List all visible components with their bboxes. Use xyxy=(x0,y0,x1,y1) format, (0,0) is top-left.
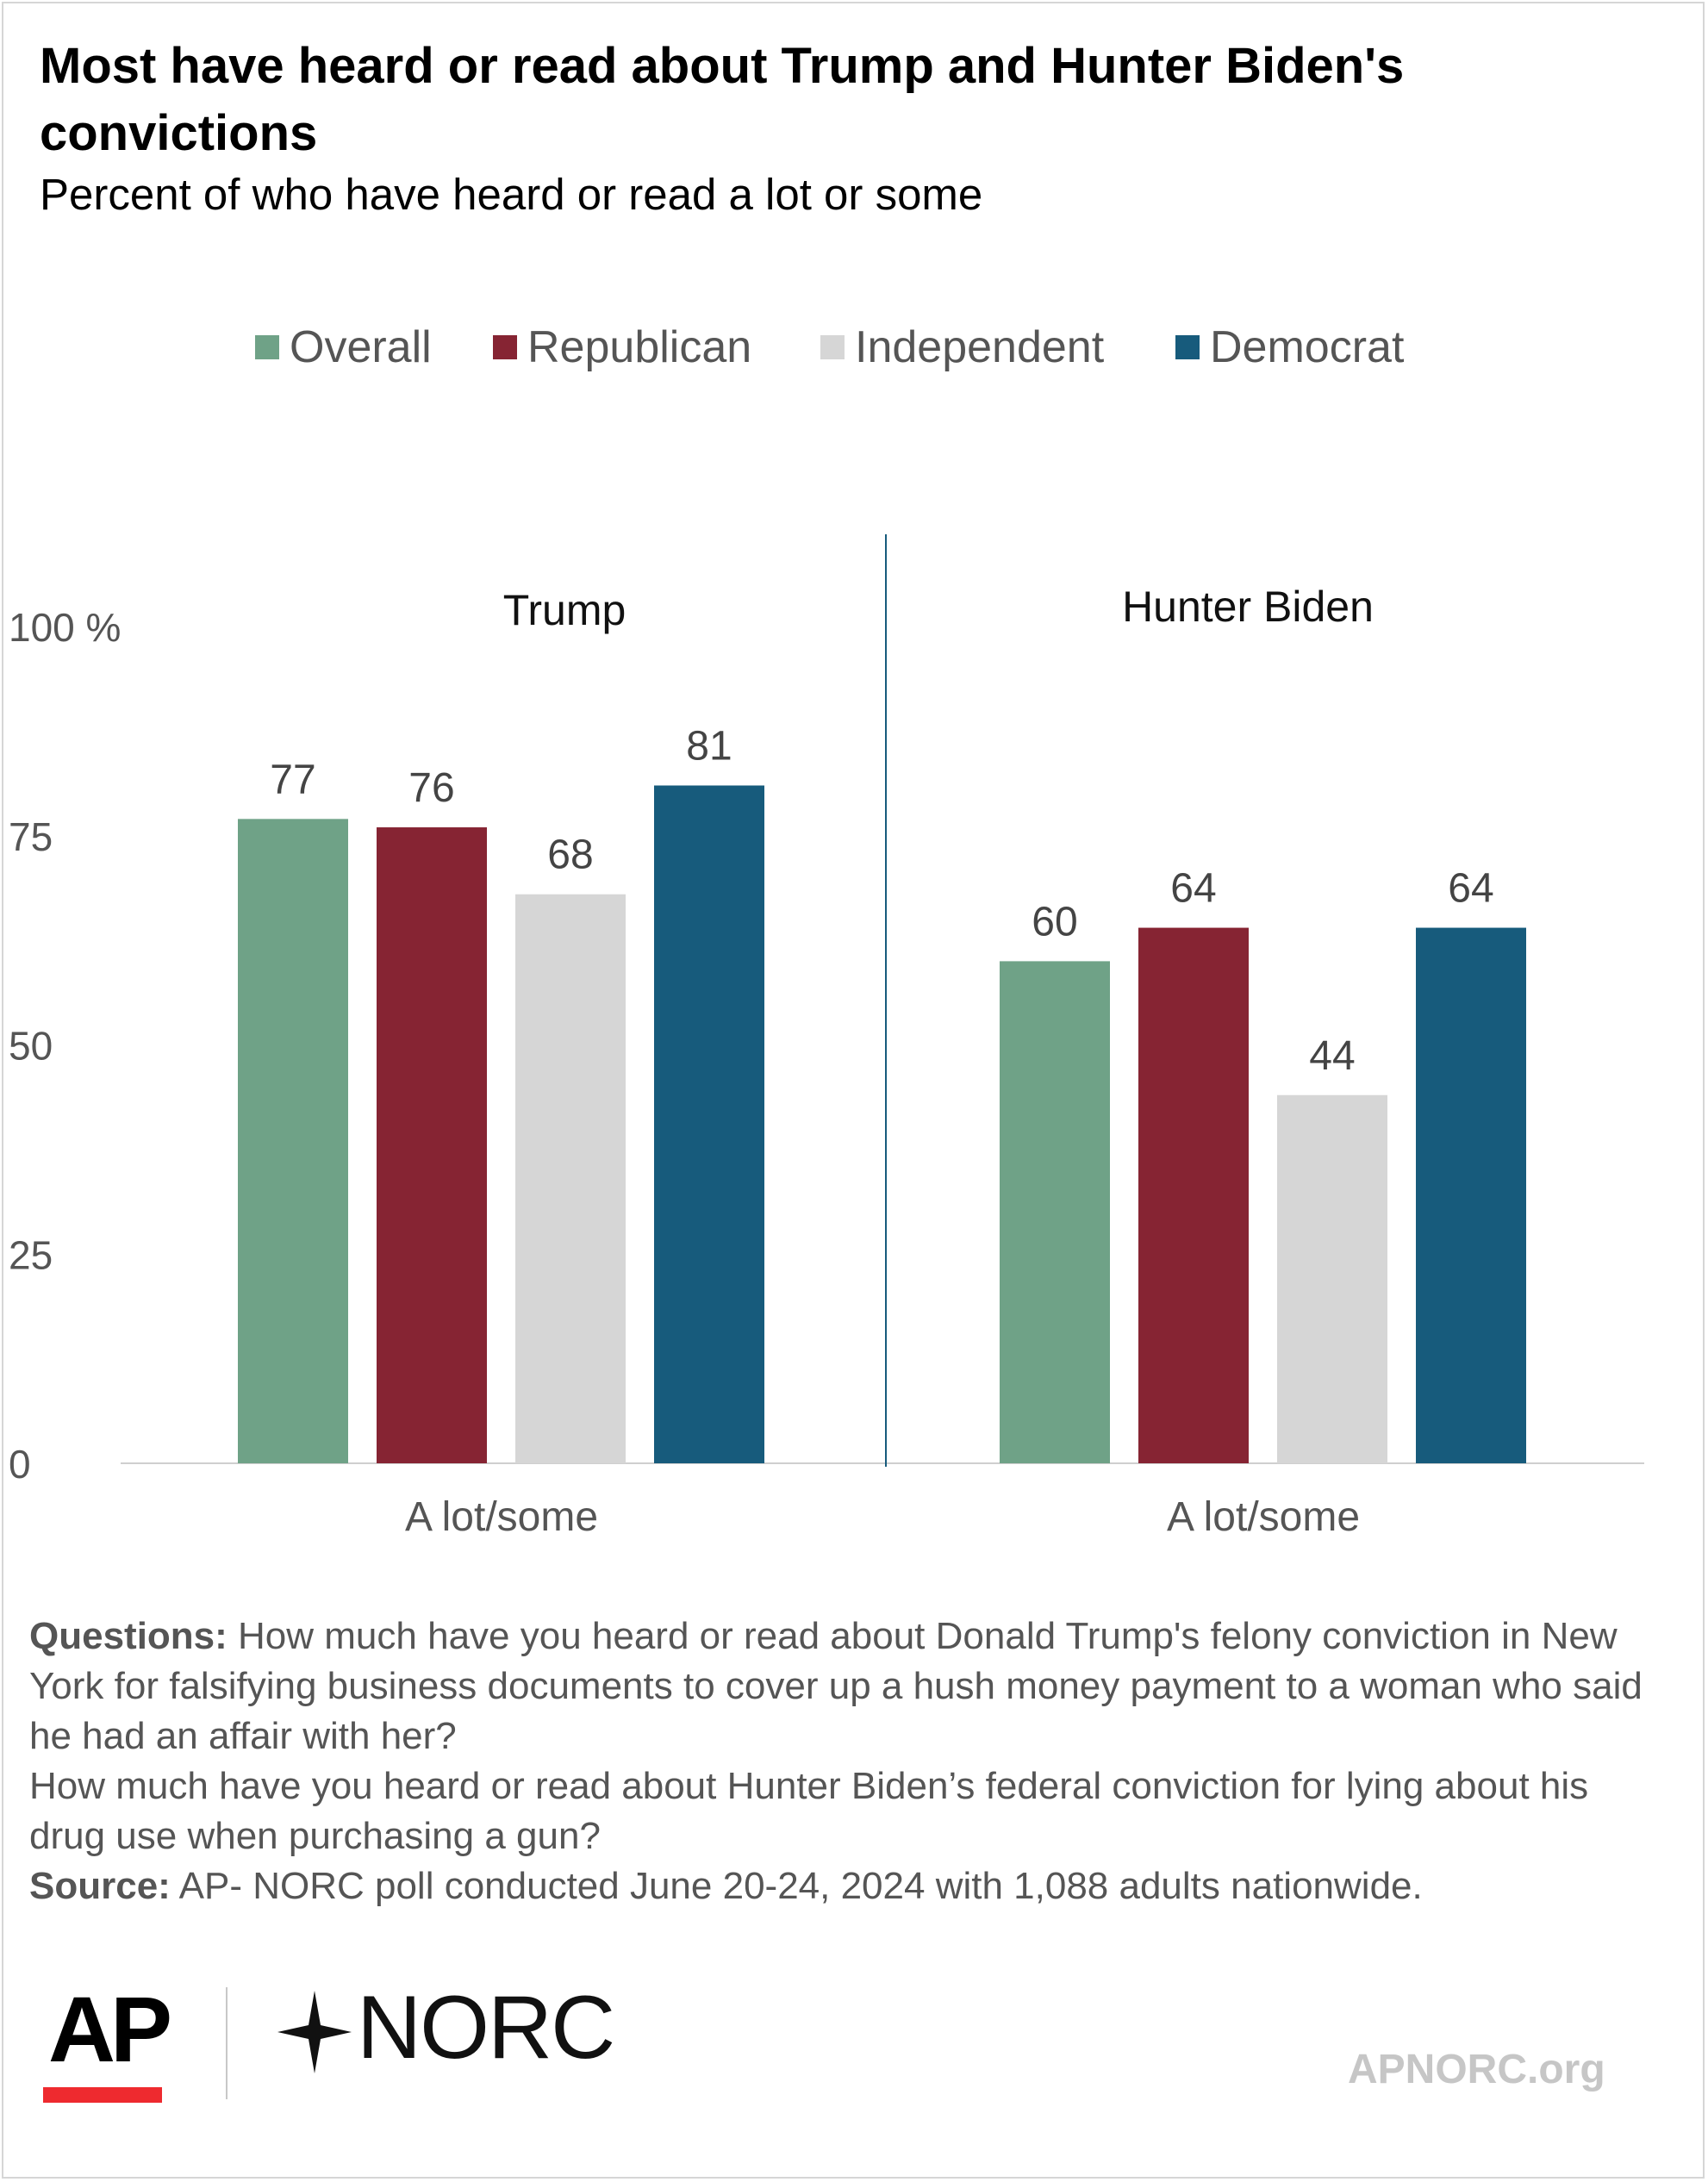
data-label: 76 xyxy=(408,765,454,811)
y-tick-label: 50 xyxy=(9,1024,53,1069)
question-1-text: How much have you heard or read about Do… xyxy=(29,1615,1643,1757)
legend-item-republican: Republican xyxy=(493,317,751,377)
legend-item-independent: Independent xyxy=(820,317,1104,377)
source-text: AP- NORC poll conducted June 20-24, 2024… xyxy=(178,1865,1423,1907)
data-label: 64 xyxy=(1170,866,1216,912)
chart-subtitle: Percent of who have heard or read a lot … xyxy=(40,170,983,219)
panel-title: Hunter Biden xyxy=(1122,583,1374,631)
question-2-text: How much have you heard or read about Hu… xyxy=(29,1765,1589,1857)
x-category-label: A lot/some xyxy=(1167,1494,1360,1540)
bar xyxy=(654,785,764,1463)
data-label: 60 xyxy=(1032,899,1077,944)
data-label: 68 xyxy=(547,832,593,878)
bar xyxy=(1138,927,1249,1463)
bar xyxy=(1416,927,1526,1463)
legend-swatch-republican xyxy=(493,335,517,359)
data-label: 81 xyxy=(686,723,732,769)
norc-star-icon xyxy=(277,1991,352,2073)
source-label: Source: xyxy=(29,1865,171,1907)
legend-swatch-democrat xyxy=(1175,335,1200,359)
bar xyxy=(238,819,348,1463)
x-category-label: A lot/some xyxy=(405,1494,598,1540)
data-label: 77 xyxy=(270,757,315,802)
legend-label-overall: Overall xyxy=(290,322,432,372)
logo-divider xyxy=(226,1987,228,2099)
chart-plot: 0 25 50 75 100 % Trump 77 76 68 81 A lot/some Hunte… xyxy=(9,534,1644,1540)
legend-swatch-overall xyxy=(255,335,279,359)
y-tick-label: 75 xyxy=(9,814,53,859)
legend-label-independent: Independent xyxy=(855,322,1105,372)
norc-logo: NORC xyxy=(357,1978,615,2078)
legend-item-overall: Overall xyxy=(255,317,432,377)
chart-title: Most have heard or read about Trump and … xyxy=(40,38,1405,161)
panel-title: Trump xyxy=(503,586,626,634)
y-tick-label: 100 % xyxy=(9,605,121,650)
legend-label-democrat: Democrat xyxy=(1210,322,1405,372)
ap-logo-underline xyxy=(43,2087,162,2103)
chart-notes: Questions: How much have you heard or re… xyxy=(29,1612,1667,1911)
site-url: APNORC.org xyxy=(1348,2047,1605,2092)
bar xyxy=(377,827,487,1463)
bar xyxy=(515,894,626,1463)
question-2-note: How much have you heard or read about Hu… xyxy=(29,1761,1667,1861)
legend-label-republican: Republican xyxy=(527,322,752,372)
data-label: 64 xyxy=(1448,866,1493,912)
legend-item-democrat: Democrat xyxy=(1175,317,1404,377)
source-note: Source: AP- NORC poll conducted June 20-… xyxy=(29,1861,1667,1911)
questions-label: Questions: xyxy=(29,1615,228,1657)
ap-logo: AP xyxy=(48,1977,172,2081)
y-tick-label: 0 xyxy=(9,1442,31,1487)
legend: Overall Republican Independent Democrat xyxy=(0,317,1708,377)
legend-swatch-independent xyxy=(820,335,845,359)
y-tick-label: 25 xyxy=(9,1232,53,1277)
data-label: 44 xyxy=(1309,1033,1355,1079)
bar xyxy=(1000,961,1110,1463)
bar xyxy=(1277,1094,1387,1463)
questions-note: Questions: How much have you heard or re… xyxy=(29,1612,1667,1761)
